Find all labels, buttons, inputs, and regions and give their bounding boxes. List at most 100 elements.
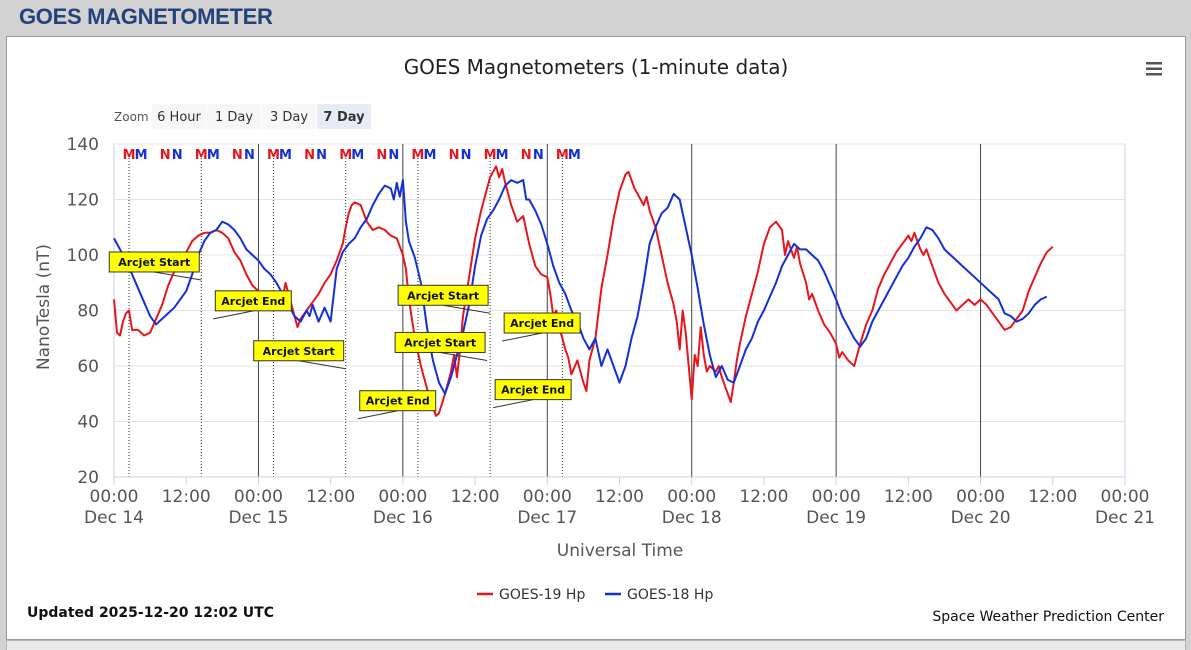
y-axis: 20 40 60 80 100 120 140: [67, 135, 99, 488]
x-tick-date: Dec 16: [373, 508, 433, 528]
crossing-marker-n: N: [304, 148, 315, 163]
annotation-connector: [298, 360, 346, 370]
annotation-label: Arcjet End: [510, 317, 574, 330]
x-tick-time: 12:00: [595, 487, 644, 507]
zoom-button-6-hour[interactable]: 6 Hour: [152, 104, 206, 129]
arcjet-annotation: Arcjet Start: [108, 251, 202, 281]
x-tick-date: Dec 15: [228, 508, 288, 528]
crossing-marker-m: M: [207, 148, 220, 163]
x-tick-date: Dec 19: [806, 508, 866, 528]
zoom-button-7-day[interactable]: 7 Day: [317, 104, 371, 129]
crossing-marker-m: M: [351, 148, 364, 163]
credit-text: Space Weather Prediction Center: [932, 609, 1164, 625]
x-tick-date: Dec 14: [84, 508, 144, 528]
x-tick-date: Dec 20: [951, 508, 1011, 528]
legend-item-goes-18[interactable]: GOES-18 Hp: [605, 587, 713, 603]
y-tick-label: 40: [77, 413, 99, 433]
bottom-scroll-strip: [6, 640, 1186, 650]
zoom-button-label: 6 Hour: [157, 110, 201, 125]
x-tick-time: 12:00: [1028, 487, 1077, 507]
y-tick-label: 80: [77, 302, 99, 322]
annotation-connector: [213, 310, 254, 320]
y-tick-label: 120: [67, 191, 99, 211]
x-tick-date: Dec 18: [662, 508, 722, 528]
chart-menu-button[interactable]: [1142, 59, 1166, 79]
arcjet-annotation: Arcjet End: [502, 312, 581, 342]
crossing-marker-m: M: [423, 148, 436, 163]
x-tick-time: 00:00: [90, 487, 139, 507]
arcjet-annotation: Arcjet Start: [397, 284, 491, 314]
crossing-marker-n: N: [232, 148, 243, 163]
zoom-label: Zoom: [114, 110, 149, 124]
arcjet-annotation: Arcjet Start: [253, 340, 346, 370]
y-tick-label: 20: [77, 468, 99, 488]
annotation-label: Arcjet End: [221, 295, 285, 308]
annotation-box: [214, 290, 292, 312]
annotation-box: [494, 379, 572, 401]
zoom-button-bg: [262, 104, 316, 129]
legend-item-goes-19[interactable]: GOES-19 Hp: [477, 587, 585, 603]
legend: GOES-19 Hp GOES-18 Hp: [477, 587, 713, 603]
crossing-marker-n: N: [521, 148, 532, 163]
x-tick-time: 00:00: [234, 487, 283, 507]
zoom-button-1-day[interactable]: 1 Day: [207, 104, 261, 129]
crossing-marker-m: M: [496, 148, 509, 163]
hamburger-menu-icon: [1146, 62, 1162, 76]
annotation-label: Arcjet End: [501, 384, 565, 397]
crossing-marker-m: M: [279, 148, 292, 163]
zoom-buttons: 6 Hour 1 Day 3 Day 7 Day: [152, 104, 371, 129]
crossing-marker-n: N: [533, 148, 544, 163]
arcjet-annotation: Arcjet End: [493, 379, 572, 409]
crossing-marker-m: M: [484, 148, 497, 163]
series-line-goes-19: [113, 165, 1054, 417]
x-axis-label: Universal Time: [557, 541, 683, 561]
crossing-marker-n: N: [172, 148, 183, 163]
crossing-marker-m: M: [411, 148, 424, 163]
crossing-marker-m: M: [195, 148, 208, 163]
legend-label: GOES-19 Hp: [499, 587, 585, 603]
arcjet-annotations: Arcjet Start Arcjet End Arcjet Start Arcjet…: [108, 251, 581, 420]
annotation-label: Arcjet End: [366, 395, 430, 408]
annotation-label: Arcjet Start: [263, 345, 335, 358]
crossing-marker-n: N: [388, 148, 399, 163]
x-tick-time: 00:00: [667, 487, 716, 507]
chart-title: GOES Magnetometers (1-minute data): [404, 55, 789, 79]
crossing-marker-n: N: [244, 148, 255, 163]
crossing-marker-m: M: [568, 148, 581, 163]
annotation-box: [397, 284, 489, 306]
zoom-button-3-day[interactable]: 3 Day: [262, 104, 316, 129]
zoom-button-label: 3 Day: [270, 110, 308, 125]
crossing-marker-m: M: [123, 148, 136, 163]
annotation-box: [108, 251, 200, 273]
annotation-connector: [443, 304, 491, 314]
zoom-button-bg: [317, 104, 371, 129]
zoom-button-bg: [152, 104, 206, 129]
annotation-connector: [502, 332, 543, 342]
annotation-connector: [154, 271, 202, 281]
y-tick-label: 140: [67, 135, 99, 155]
crossing-marker-n: N: [461, 148, 472, 163]
page-header: GOES MAGNETOMETER: [0, 0, 1191, 36]
y-axis-label: NanoTesla (nT): [34, 244, 54, 370]
series-line-goes-18: [113, 179, 1048, 395]
annotation-box: [253, 340, 345, 362]
crossing-marker-m: M: [556, 148, 569, 163]
crossing-marker-n: N: [376, 148, 387, 163]
x-tick-time: 00:00: [956, 487, 1005, 507]
annotation-connector: [440, 351, 488, 361]
annotation-box: [394, 331, 486, 353]
crossing-marker-m: M: [267, 148, 280, 163]
arcjet-annotation: Arcjet End: [213, 290, 292, 320]
x-tick-time: 12:00: [884, 487, 933, 507]
crossing-marker-m: M: [339, 148, 352, 163]
annotation-label: Arcjet Start: [407, 289, 479, 302]
legend-label: GOES-18 Hp: [627, 587, 713, 603]
x-tick-time: 00:00: [523, 487, 572, 507]
zoom-button-label: 7 Day: [323, 110, 365, 125]
x-tick-time: 00:00: [812, 487, 861, 507]
crossing-marker-n: N: [449, 148, 460, 163]
crossing-marker-n: N: [160, 148, 171, 163]
